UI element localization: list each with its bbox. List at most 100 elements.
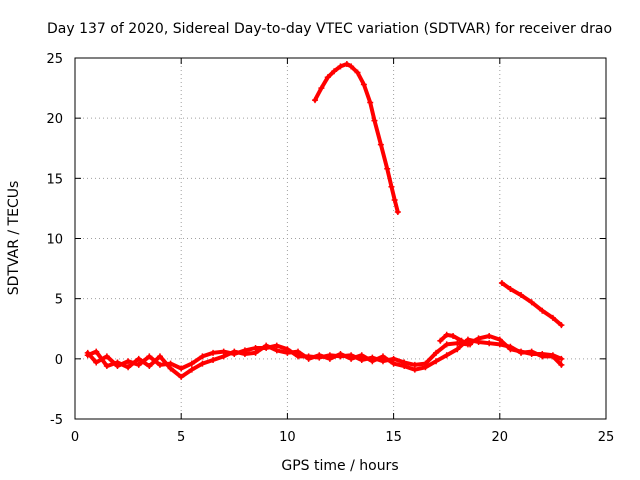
y-tick-label: 25 [46, 52, 63, 67]
data-point [135, 355, 142, 362]
tick-layer: 0 5 10 15 20 25 -5 0 5 10 15 20 25 [46, 52, 614, 445]
data-point [337, 63, 344, 70]
data-point [518, 349, 525, 356]
x-tick-label: 0 [71, 430, 79, 445]
data-point [549, 314, 556, 321]
data-point [558, 355, 565, 362]
data-point [324, 74, 331, 81]
data-point [84, 352, 91, 359]
data-point [518, 292, 525, 299]
data-point [391, 196, 398, 203]
data-point [433, 358, 440, 365]
data-point [331, 68, 338, 75]
data-point [377, 141, 384, 148]
data-point [210, 349, 217, 356]
data-point [199, 353, 206, 360]
x-tick-label: 15 [385, 430, 402, 445]
data-point [93, 348, 100, 355]
data-point [384, 165, 391, 172]
y-tick-label: -5 [50, 413, 63, 428]
y-tick-label: 10 [46, 233, 63, 248]
data-point [539, 307, 546, 314]
data-point [496, 341, 503, 348]
data-point [348, 355, 355, 362]
data-point [458, 337, 465, 344]
chart-title: Day 137 of 2020, Sidereal Day-to-day VTE… [47, 21, 612, 37]
data-point [220, 353, 227, 360]
series-line-peak [313, 62, 400, 214]
data-point [549, 353, 556, 360]
data-point [450, 332, 457, 339]
data-point [433, 349, 440, 356]
data-point [103, 353, 110, 360]
data-point [263, 342, 270, 349]
data-point [312, 97, 319, 104]
data-point [354, 69, 361, 76]
data-point [358, 352, 365, 359]
data-point [528, 299, 535, 306]
data-point [371, 117, 378, 124]
y-tick-label: 0 [55, 353, 63, 368]
data-point [443, 331, 450, 338]
data-point [316, 352, 323, 359]
data-point [443, 352, 450, 359]
y-axis-title: SDTVAR / TECUs [6, 181, 22, 296]
data-point [360, 81, 367, 88]
data-point [93, 359, 100, 366]
data-point [178, 365, 185, 372]
data-point [318, 85, 325, 92]
data-point [486, 332, 493, 339]
data-point [252, 349, 259, 356]
data-point [388, 183, 395, 190]
data-point [284, 349, 291, 356]
data-point [167, 365, 174, 372]
data-point [507, 286, 514, 293]
data-point [558, 361, 565, 368]
data-point [498, 280, 505, 287]
x-tick-label: 25 [598, 430, 615, 445]
x-tick-label: 10 [279, 430, 296, 445]
data-point [305, 355, 312, 362]
data-point [103, 363, 110, 370]
data-point [156, 353, 163, 360]
data-point [178, 373, 185, 380]
data-point [337, 351, 344, 358]
data-point [210, 357, 217, 364]
data-point [369, 358, 376, 365]
plot-frame [74, 57, 607, 420]
data-point [156, 361, 163, 368]
data-point [343, 61, 350, 68]
data-point [326, 355, 333, 362]
data-point [454, 340, 461, 347]
data-point [467, 341, 474, 348]
data-point [394, 209, 401, 216]
data-point [379, 353, 386, 360]
data-point [125, 358, 132, 365]
data-point [475, 338, 482, 345]
data-point [295, 348, 302, 355]
data-point [486, 340, 493, 347]
data-point [114, 359, 121, 366]
data-point [411, 366, 418, 373]
x-axis-title: GPS time / hours [281, 458, 398, 474]
y-tick-label: 15 [46, 172, 63, 187]
x-tick-label: 5 [177, 430, 185, 445]
data-point [125, 364, 132, 371]
x-tick-label: 20 [492, 430, 509, 445]
grid-layer [75, 58, 606, 419]
data-point [241, 351, 248, 358]
y-tick-label: 20 [46, 112, 63, 127]
data-point [348, 63, 355, 70]
series-line-baseline-a [85, 334, 564, 371]
data-point [454, 346, 461, 353]
data-point [437, 337, 444, 344]
data-point [443, 341, 450, 348]
data-point [135, 361, 142, 368]
data-point [273, 347, 280, 354]
data-point [507, 343, 514, 350]
y-tick-label: 5 [55, 293, 63, 308]
data-point [146, 353, 153, 360]
data-point [199, 360, 206, 367]
data-point [231, 348, 238, 355]
